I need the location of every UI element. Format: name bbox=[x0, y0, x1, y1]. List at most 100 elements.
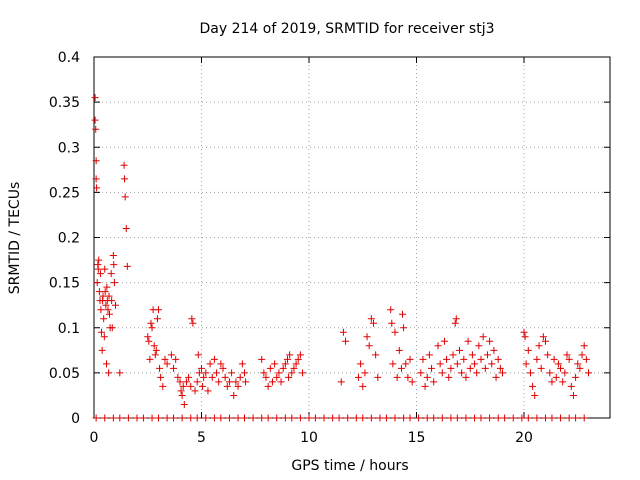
data-point bbox=[241, 414, 248, 422]
data-point bbox=[202, 414, 210, 422]
data-point bbox=[123, 262, 131, 270]
data-point bbox=[170, 364, 178, 372]
data-point bbox=[122, 224, 130, 232]
data-point bbox=[374, 373, 382, 381]
data-point bbox=[178, 414, 186, 422]
data-point bbox=[268, 378, 276, 386]
data-point bbox=[299, 369, 307, 377]
data-point bbox=[361, 369, 369, 377]
data-point bbox=[150, 342, 158, 350]
data-point bbox=[522, 360, 530, 368]
data-point bbox=[290, 364, 298, 372]
data-point bbox=[477, 355, 485, 363]
data-point bbox=[580, 342, 588, 350]
data-point bbox=[230, 391, 238, 399]
data-point bbox=[359, 382, 367, 390]
data-point bbox=[477, 414, 485, 422]
data-point bbox=[501, 414, 509, 422]
data-point bbox=[399, 310, 407, 318]
data-point bbox=[521, 333, 529, 341]
data-point bbox=[102, 360, 110, 368]
chart-title: Day 214 of 2019, SRMTID for receiver stj… bbox=[200, 21, 495, 37]
data-point bbox=[105, 310, 113, 318]
data-point bbox=[242, 378, 250, 386]
data-point bbox=[443, 355, 451, 363]
data-point bbox=[100, 315, 108, 323]
data-point bbox=[367, 414, 375, 422]
data-point bbox=[264, 382, 272, 390]
data-point bbox=[238, 360, 246, 368]
data-point bbox=[452, 315, 460, 323]
y-tick-label: 0.2 bbox=[58, 231, 80, 247]
data-point bbox=[185, 373, 193, 381]
data-point bbox=[121, 175, 129, 183]
data-point bbox=[281, 360, 289, 368]
data-point bbox=[91, 116, 99, 124]
data-point bbox=[204, 387, 212, 395]
data-point bbox=[542, 414, 549, 422]
data-point bbox=[234, 414, 242, 422]
data-point bbox=[372, 351, 380, 359]
data-point bbox=[320, 414, 328, 422]
data-point bbox=[569, 391, 577, 399]
data-point bbox=[494, 355, 502, 363]
data-point bbox=[178, 391, 186, 399]
data-point bbox=[292, 360, 300, 368]
data-point bbox=[107, 270, 115, 278]
data-point bbox=[578, 351, 586, 359]
y-tick-label: 0.1 bbox=[58, 321, 80, 337]
data-point bbox=[526, 369, 534, 377]
data-point bbox=[565, 414, 573, 422]
data-point bbox=[147, 319, 155, 327]
data-point bbox=[95, 256, 103, 264]
data-point bbox=[535, 342, 543, 350]
data-point bbox=[539, 333, 547, 341]
data-point bbox=[509, 414, 517, 422]
y-tick-label: 0.4 bbox=[58, 50, 80, 66]
data-point bbox=[387, 306, 395, 314]
data-point bbox=[208, 373, 216, 381]
data-point bbox=[161, 355, 169, 363]
data-point bbox=[388, 319, 396, 327]
data-point bbox=[524, 414, 532, 422]
data-point bbox=[104, 306, 112, 314]
y-axis-label: SRMTID / TECUs bbox=[7, 182, 23, 295]
data-point bbox=[451, 319, 459, 327]
data-point bbox=[354, 373, 362, 381]
data-point bbox=[337, 378, 345, 386]
data-point bbox=[124, 414, 132, 422]
data-point bbox=[155, 306, 162, 314]
data-point bbox=[520, 328, 528, 336]
data-point bbox=[434, 342, 442, 350]
data-point bbox=[288, 414, 296, 422]
data-point bbox=[105, 292, 113, 300]
x-tick-label: 15 bbox=[408, 430, 426, 446]
data-point bbox=[99, 292, 107, 300]
data-point bbox=[163, 360, 171, 368]
data-point bbox=[249, 414, 257, 422]
data-point bbox=[447, 364, 455, 372]
data-point bbox=[172, 355, 180, 363]
data-point bbox=[483, 351, 491, 359]
data-point bbox=[400, 324, 408, 332]
data-point bbox=[200, 373, 208, 381]
data-point bbox=[93, 184, 101, 192]
data-point bbox=[286, 351, 294, 359]
data-point bbox=[425, 351, 433, 359]
data-point bbox=[116, 369, 124, 377]
data-point bbox=[151, 351, 159, 359]
data-point bbox=[108, 297, 116, 305]
data-point bbox=[281, 414, 289, 422]
data-point bbox=[408, 378, 416, 386]
data-point bbox=[108, 324, 116, 332]
data-point bbox=[473, 369, 481, 377]
data-point bbox=[376, 414, 384, 422]
data-point bbox=[112, 301, 119, 309]
data-point bbox=[363, 333, 371, 341]
data-point bbox=[475, 342, 483, 350]
data-point bbox=[163, 414, 171, 422]
data-point bbox=[574, 360, 582, 368]
data-point bbox=[145, 337, 153, 345]
y-tick-label: 0.15 bbox=[49, 276, 80, 292]
data-point bbox=[415, 414, 423, 422]
